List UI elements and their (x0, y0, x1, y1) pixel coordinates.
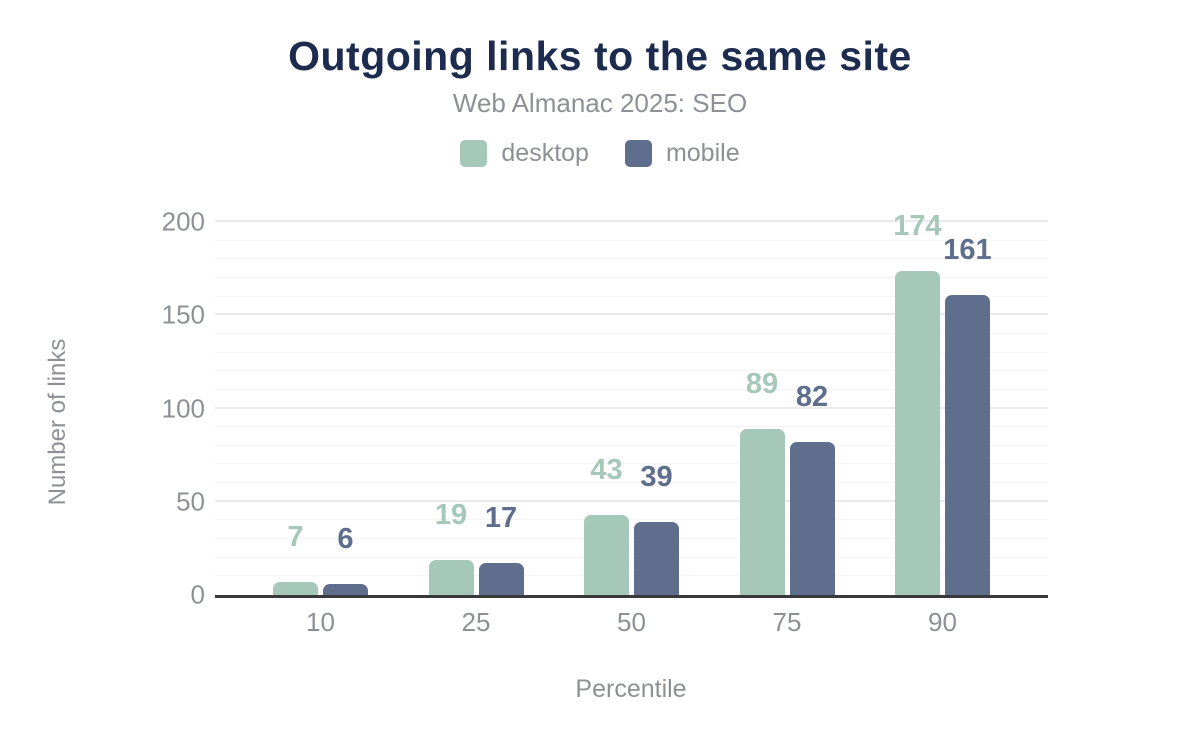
y-axis-tick-label: 50 (176, 486, 205, 517)
minor-gridline (215, 276, 1048, 278)
y-axis-title: Number of links (44, 338, 71, 506)
x-axis-title: Percentile (575, 675, 687, 703)
bar-desktop-p25[interactable] (428, 559, 474, 595)
x-axis-tick-label: 50 (617, 607, 646, 637)
bar-desktop-p75[interactable] (739, 429, 785, 595)
bar-mobile-p25[interactable] (478, 563, 524, 595)
x-axis-line (215, 595, 1048, 598)
bar-value-label-desktop-p10: 7 (287, 520, 304, 553)
minor-gridline (215, 258, 1048, 260)
bar-mobile-p90[interactable] (945, 294, 990, 595)
major-gridline (215, 406, 1048, 409)
bar-value-label-mobile-p90: 161 (943, 233, 992, 266)
plot-area: 7 6 19 17 43 39 89 82 174 161 (215, 211, 1048, 598)
bar-value-label-desktop-p50: 43 (590, 453, 623, 486)
legend-item-mobile[interactable]: mobile (624, 139, 740, 168)
bar-desktop-p50[interactable] (584, 514, 629, 595)
chart-title: Outgoing links to the same site (288, 33, 912, 79)
minor-gridline (215, 463, 1048, 465)
minor-gridline (215, 239, 1048, 241)
y-axis-tick-label: 150 (161, 299, 205, 330)
legend-item-desktop[interactable]: desktop (460, 139, 589, 168)
y-axis-tick-label: 100 (161, 393, 205, 423)
minor-gridline (215, 370, 1048, 372)
chart-subtitle: Web Almanac 2025: SEO (452, 88, 748, 118)
major-gridline (215, 220, 1048, 222)
bar-value-label-desktop-p75: 89 (745, 368, 779, 401)
minor-gridline (215, 332, 1048, 334)
x-axis-tick-label: 75 (772, 607, 802, 637)
bar-mobile-p10[interactable] (323, 583, 368, 595)
bar-mobile-p75[interactable] (789, 442, 835, 595)
legend-swatch-mobile (624, 140, 652, 167)
legend-label-mobile: mobile (665, 139, 740, 167)
minor-gridline (215, 444, 1048, 446)
bar-value-label-mobile-p25: 17 (484, 502, 518, 535)
bar-value-label-mobile-p50: 39 (640, 461, 673, 494)
minor-gridline (215, 351, 1048, 353)
bar-value-label-mobile-p10: 6 (337, 522, 354, 555)
bar-value-label-desktop-p90: 174 (893, 209, 942, 242)
minor-gridline (215, 295, 1048, 297)
minor-gridline (215, 556, 1048, 558)
legend-label-desktop: desktop (501, 139, 589, 167)
bar-desktop-p10[interactable] (273, 581, 318, 595)
bar-desktop-p90[interactable] (895, 270, 940, 595)
x-axis-tick-label: 25 (461, 607, 491, 637)
y-axis-tick-label: 0 (190, 579, 205, 610)
bar-mobile-p50[interactable] (634, 522, 679, 595)
minor-gridline (215, 538, 1048, 540)
bar-value-label-desktop-p25: 19 (434, 498, 468, 531)
minor-gridline (215, 426, 1048, 428)
major-gridline (215, 313, 1048, 316)
x-axis-tick-label: 10 (306, 607, 335, 637)
minor-gridline (215, 482, 1048, 484)
x-axis-tick-label: 90 (928, 607, 957, 637)
minor-gridline (215, 575, 1048, 577)
legend-swatch-desktop (460, 140, 488, 167)
legend: desktop mobile (0, 139, 1200, 168)
major-gridline (215, 499, 1048, 502)
minor-gridline (215, 388, 1048, 390)
bar-value-label-mobile-p75: 82 (795, 381, 829, 414)
y-axis-tick-label: 200 (161, 206, 205, 237)
minor-gridline (215, 519, 1048, 521)
